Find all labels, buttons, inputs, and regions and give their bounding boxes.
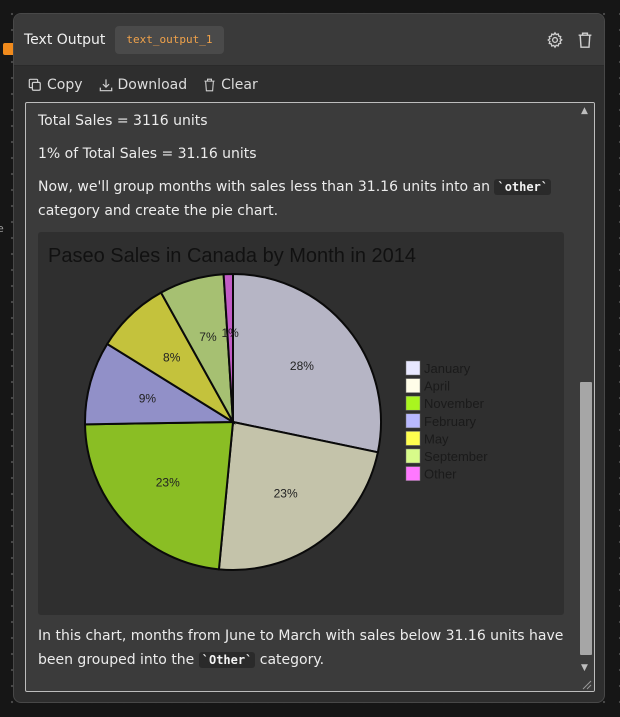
legend-label-january: January <box>424 361 471 376</box>
pie-label-november: 23% <box>156 475 180 489</box>
clear-label: Clear <box>221 77 258 93</box>
other-code-2: `Other` <box>198 652 256 668</box>
legend-swatch-april <box>405 378 421 393</box>
threshold-line: 1% of Total Sales = 31.16 units <box>38 146 257 162</box>
output-text: Total Sales = 3116 units 1% of Total Sal… <box>38 109 570 232</box>
clear-trash-icon <box>204 78 215 92</box>
download-button[interactable]: Download <box>99 77 188 93</box>
legend-swatch-november <box>405 395 421 411</box>
node-title: Text Output <box>24 31 106 48</box>
legend-swatch-september <box>405 448 421 464</box>
legend-label-april: April <box>424 379 450 394</box>
pie-slice-april <box>217 420 380 571</box>
pie-label-september: 7% <box>199 330 217 344</box>
vertical-scrollbar[interactable]: ▲ ▼ <box>578 103 594 691</box>
legend-swatch-january <box>405 360 421 376</box>
download-icon <box>99 79 112 92</box>
connection-handle[interactable] <box>3 43 15 55</box>
pie-label-april: 23% <box>274 487 298 501</box>
trash-icon[interactable] <box>576 31 594 49</box>
settings-gear-icon[interactable] <box>546 31 564 49</box>
text-output-node: Text Output text_output_1 Copy <box>13 13 605 703</box>
download-label: Download <box>117 77 188 93</box>
other-code: `other` <box>494 179 552 195</box>
legend-label-september: September <box>424 449 488 464</box>
legend-swatch-february <box>405 413 421 429</box>
legend-label-may: May <box>424 431 449 446</box>
pie-label-may: 8% <box>163 351 181 365</box>
scroll-down-arrow-icon[interactable]: ▼ <box>581 663 588 673</box>
pie-chart-svg: Paseo Sales in Canada by Month in 2014 28… <box>48 245 488 571</box>
chart-explanation: In this chart, months from June to March… <box>38 628 564 668</box>
pie-label-february: 9% <box>139 391 157 405</box>
scrollbar-thumb[interactable] <box>580 382 592 655</box>
chart-title: Paseo Sales in Canada by Month in 2014 <box>48 245 416 267</box>
pie-label-other: 1% <box>222 326 240 340</box>
pie-slice-other <box>222 272 234 423</box>
pie-slice-november <box>84 420 235 571</box>
legend-swatch-may <box>405 431 421 446</box>
node-header: Text Output text_output_1 <box>14 14 604 66</box>
copy-button[interactable]: Copy <box>28 77 83 93</box>
output-toolbar: Copy Download Clear <box>14 66 604 104</box>
clear-button[interactable]: Clear <box>203 77 258 93</box>
output-content-panel[interactable]: Total Sales = 3116 units 1% of Total Sal… <box>25 102 595 692</box>
legend-label-other: Other <box>424 467 457 482</box>
total-sales-line: Total Sales = 3116 units <box>38 113 208 129</box>
resize-handle-icon[interactable] <box>580 678 592 690</box>
legend-label-february: February <box>424 414 477 429</box>
copy-label: Copy <box>47 77 83 93</box>
legend-label-november: November <box>424 396 485 411</box>
node-id-badge[interactable]: text_output_1 <box>115 25 224 54</box>
copy-icon <box>28 78 41 91</box>
scroll-up-arrow-icon[interactable]: ▲ <box>581 106 588 116</box>
pie-chart-figure: Paseo Sales in Canada by Month in 2014 28… <box>38 232 564 615</box>
pie-slice-january <box>232 272 382 454</box>
legend-swatch-other <box>405 466 421 481</box>
pie-slice-february <box>84 342 237 426</box>
pie-label-january: 28% <box>290 359 314 373</box>
grouping-paragraph: Now, we'll group months with sales less … <box>38 175 570 223</box>
canvas-edge-label: e <box>0 222 4 235</box>
